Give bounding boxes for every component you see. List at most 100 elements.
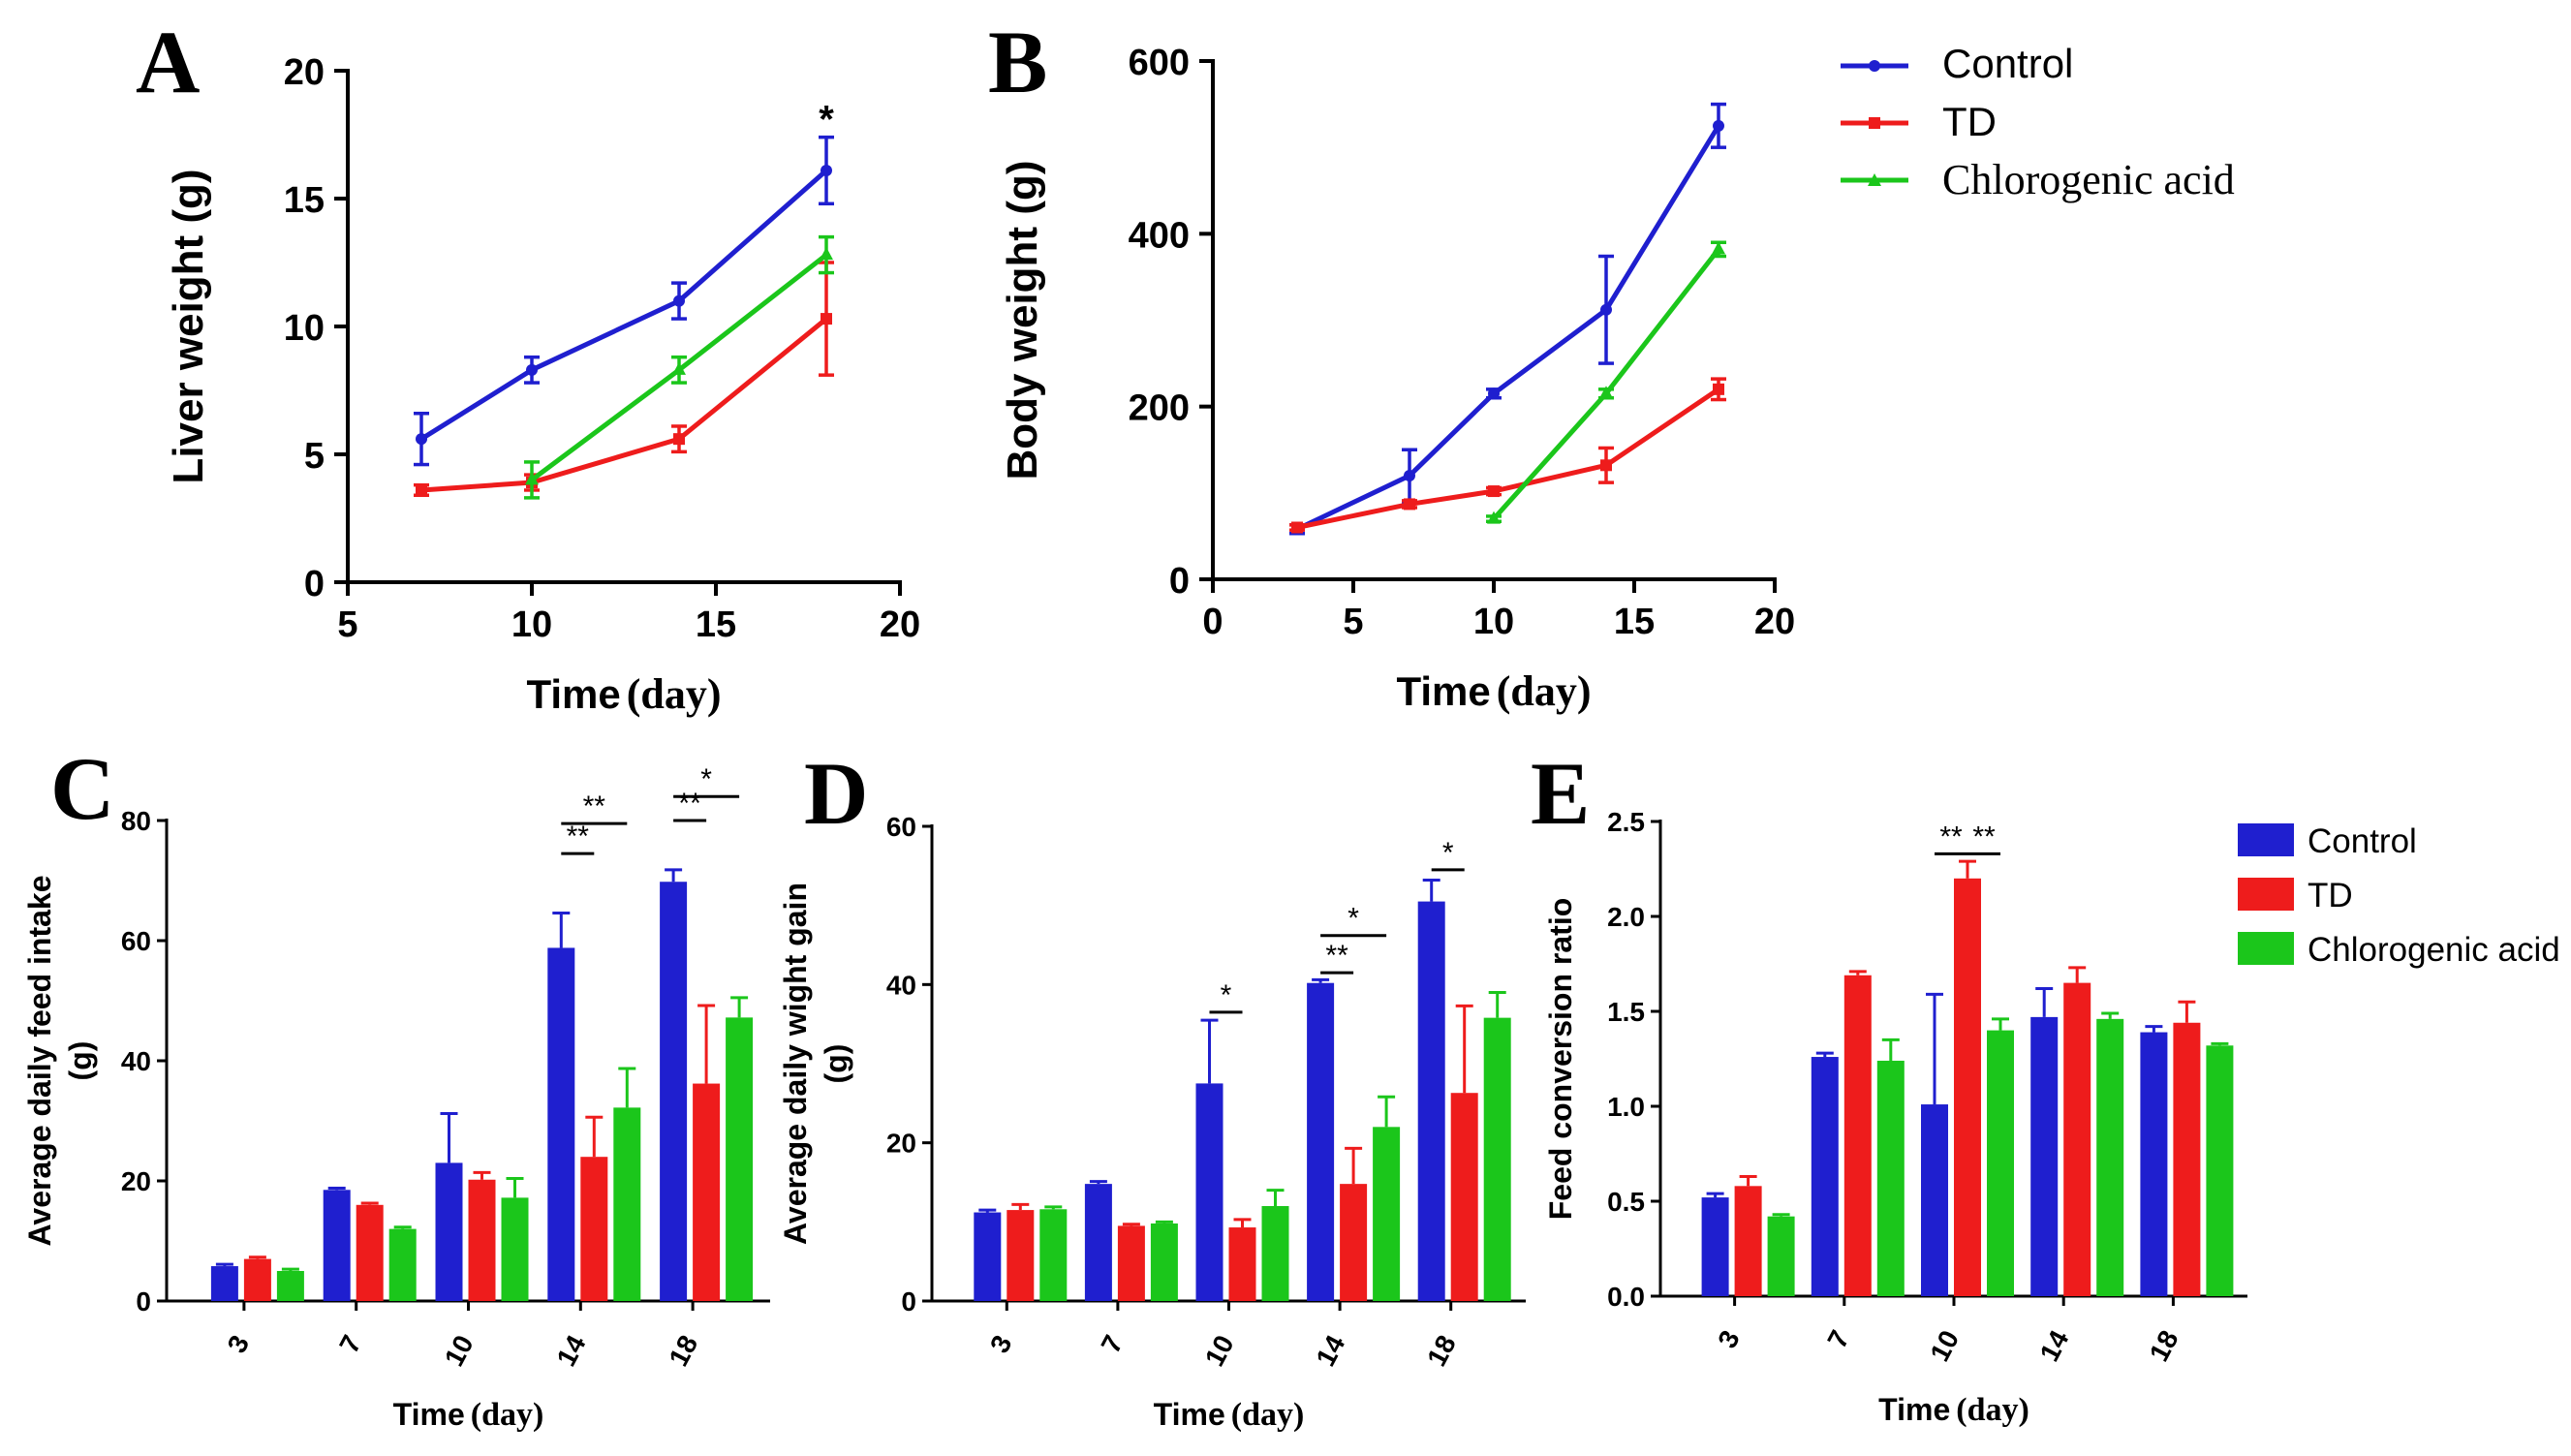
- y-tick-label: 0: [136, 1286, 151, 1317]
- significance-marker: *: [819, 99, 834, 141]
- x-tick-label: 3: [984, 1330, 1018, 1357]
- x-tick-label: 7: [1096, 1330, 1130, 1357]
- significance-marker: *: [700, 763, 712, 795]
- bar-chlorogenic-acid: [501, 1197, 529, 1301]
- y-tick-label: 400: [1129, 215, 1190, 256]
- x-tick-label: 5: [1343, 602, 1363, 642]
- bar-chlorogenic-acid: [388, 1228, 417, 1301]
- x-tick-label: 15: [696, 604, 736, 645]
- x-axis-title-unit: (day): [1231, 1397, 1305, 1433]
- bar-td: [1007, 1210, 1035, 1301]
- legend-marker-td: [1869, 117, 1880, 129]
- x-tick-label: 5: [337, 604, 357, 645]
- data-point-td: [1291, 521, 1303, 534]
- data-point-td: [821, 313, 832, 325]
- x-axis-title: Time (day): [1396, 667, 1591, 715]
- bar-chlorogenic-acid: [2096, 1018, 2124, 1296]
- y-tick-label: 10: [284, 308, 325, 349]
- x-axis-title: Time (day): [1878, 1392, 2029, 1428]
- y-tick-label: 2.5: [1607, 807, 1645, 837]
- significance-marker: **: [1939, 821, 1963, 852]
- x-tick-label: 18: [2144, 1325, 2184, 1366]
- x-tick-label: 15: [1614, 602, 1655, 642]
- x-tick-label: 18: [663, 1330, 703, 1371]
- y-axis-title: Average daily feed intake: [22, 876, 57, 1247]
- x-tick-label: 14: [1310, 1330, 1350, 1371]
- x-axis-title-unit: (day): [1497, 667, 1592, 715]
- y-axis-title: Liver weight (g): [165, 169, 212, 483]
- y-tick-label: 40: [121, 1046, 151, 1076]
- significance-marker: **: [567, 821, 590, 852]
- bar-control: [547, 947, 575, 1301]
- significance-marker: **: [678, 788, 701, 820]
- x-tick-label: 10: [511, 604, 552, 645]
- bar-control: [1084, 1184, 1112, 1301]
- x-axis-title-main: Time: [1396, 668, 1490, 714]
- data-point-td: [1600, 459, 1612, 472]
- panel-b-body-weight-chart: 0 200 400 600 0 5 10 15 20 Body weight (g) Time (da…: [999, 43, 1795, 715]
- legend-swatch-chlorogenic-acid: [2238, 932, 2294, 965]
- bar-td: [2173, 1022, 2201, 1296]
- x-tick-label: 10: [1199, 1330, 1240, 1371]
- legend-label-control: Control: [1942, 41, 2073, 86]
- y-tick-label: 60: [121, 926, 151, 956]
- y-tick-label: 0.0: [1607, 1282, 1645, 1312]
- x-axis-title-main: Time: [1154, 1397, 1225, 1432]
- significance-marker: *: [1347, 903, 1359, 935]
- x-tick-label: 20: [880, 604, 920, 645]
- bar-td: [693, 1083, 721, 1301]
- bar-td: [1734, 1186, 1762, 1296]
- bar-td: [1450, 1093, 1478, 1301]
- series-line-control: [419, 169, 828, 442]
- x-axis-title-unit: (day): [1956, 1392, 2029, 1428]
- significance-marker: *: [1442, 837, 1454, 869]
- bar-control: [974, 1212, 1002, 1301]
- legend-bar-charts: Control TD Chlorogenic acid: [2238, 822, 2560, 969]
- panel-letter-b: B: [988, 13, 1047, 111]
- legend-label-chlorogenic-acid: Chlorogenic acid: [1942, 156, 2235, 203]
- x-axis-title: Time (day): [393, 1397, 544, 1433]
- bar-chlorogenic-acid: [1483, 1017, 1511, 1301]
- x-axis-title: Time (day): [1154, 1397, 1305, 1433]
- legend-swatch-control: [2238, 823, 2294, 856]
- bar-chlorogenic-acid: [1767, 1216, 1795, 1296]
- bar-chlorogenic-acid: [1261, 1206, 1289, 1301]
- bar-control: [1417, 901, 1445, 1301]
- y-tick-label: 200: [1129, 388, 1190, 429]
- bar-td: [1843, 975, 1872, 1296]
- y-axis-title: Body weight (g): [999, 161, 1046, 480]
- data-point-td: [673, 433, 685, 446]
- bar-td: [580, 1157, 608, 1301]
- bar-td: [1117, 1225, 1145, 1301]
- x-tick-label: 10: [1473, 602, 1514, 642]
- y-axis-title: Feed conversion ratio: [1543, 898, 1578, 1221]
- x-axis-title-main: Time: [526, 671, 620, 717]
- data-point-control: [1713, 119, 1724, 132]
- legend-label-td: TD: [1942, 99, 1997, 144]
- data-point-chlorogenic-acid: [1599, 386, 1613, 399]
- data-point-td: [416, 483, 427, 496]
- x-tick-label: 14: [551, 1330, 592, 1371]
- legend-line-charts: Control TD Chlorogenic acid: [1841, 41, 2235, 203]
- x-tick-label: 10: [1924, 1325, 1965, 1366]
- bar-control: [1195, 1083, 1224, 1301]
- bar-td: [1228, 1227, 1256, 1301]
- data-point-control: [526, 363, 538, 376]
- x-axis-title-unit: (day): [471, 1397, 544, 1433]
- legend-marker-chlorogenic-acid: [1868, 173, 1881, 186]
- y-tick-label: 40: [886, 970, 916, 1000]
- bar-control: [2140, 1032, 2168, 1296]
- x-tick-label: 3: [1712, 1325, 1746, 1352]
- y-tick-label: 600: [1129, 43, 1190, 83]
- bar-control: [323, 1190, 351, 1301]
- significance-marker: **: [583, 790, 606, 822]
- y-tick-label: 1.0: [1607, 1092, 1645, 1122]
- data-point-chlorogenic-acid: [1487, 511, 1501, 524]
- significance-marker: **: [1325, 940, 1348, 972]
- y-tick-label: 5: [304, 436, 325, 477]
- y-tick-label: 0: [901, 1286, 916, 1317]
- data-point-chlorogenic-acid: [820, 247, 833, 261]
